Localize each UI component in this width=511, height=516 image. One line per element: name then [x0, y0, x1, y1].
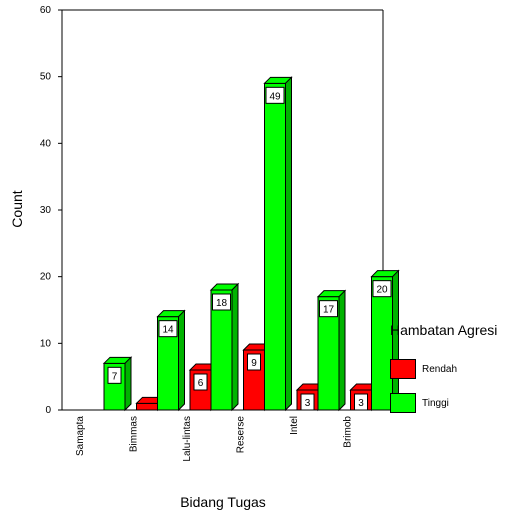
- bar-side-tinggi-intel: [338, 289, 346, 412]
- legend-label-tinggi: Tinggi: [422, 397, 449, 409]
- legend-item-tinggi: Tinggi: [390, 392, 511, 414]
- y-tick-label: 0: [45, 405, 51, 416]
- data-label-rendah-intel: 3: [305, 398, 311, 409]
- bar-side-tinggi-samapta: [124, 356, 132, 412]
- data-label-box-tinggi-lalu-lintas: [212, 293, 231, 311]
- data-label-box-tinggi-samapta: [107, 366, 122, 384]
- x-tick-label-samapta: Samapta: [75, 416, 86, 456]
- x-tick-label-lalu-lintas: Lalu-lintas: [182, 416, 193, 462]
- legend: Hambatan Agresi Rendah Tinggi: [390, 322, 511, 426]
- x-axis-label: Bidang Tugas: [180, 494, 266, 510]
- data-label-box-rendah-lalu-lintas: [193, 373, 208, 391]
- bar-side-tinggi-reserse: [285, 76, 292, 412]
- data-label-box-rendah-intel: [300, 393, 315, 411]
- data-label-rendah-reserse: 9: [251, 358, 257, 369]
- data-label-tinggi-lalu-lintas: 18: [216, 298, 228, 309]
- y-tick-label: 30: [40, 205, 52, 216]
- y-tick-label: 50: [40, 72, 52, 83]
- legend-title: Hambatan Agresi: [390, 322, 498, 338]
- y-tick-label: 60: [40, 5, 52, 16]
- data-label-tinggi-reserse: 49: [269, 91, 281, 102]
- data-label-tinggi-bimmas: 14: [162, 325, 174, 336]
- data-label-box-tinggi-bimmas: [158, 320, 178, 338]
- x-tick-label-intel: Intel: [289, 416, 300, 435]
- y-tick-label: 20: [40, 272, 52, 283]
- data-label-box-tinggi-reserse: [265, 86, 285, 104]
- legend-swatch-rendah: [390, 359, 416, 379]
- data-label-box-tinggi-brimob: [372, 280, 392, 298]
- data-label-box-rendah-reserse: [247, 353, 261, 371]
- data-label-tinggi-samapta: 7: [112, 371, 118, 382]
- data-label-rendah-brimob: 3: [358, 398, 364, 409]
- bar-side-tinggi-bimmas: [178, 309, 185, 412]
- data-label-box-rendah-brimob: [354, 393, 368, 411]
- legend-item-rendah: Rendah: [390, 358, 511, 380]
- x-tick-label-bimmas: Bimmas: [128, 416, 139, 452]
- y-axis-label: Count: [9, 190, 25, 227]
- data-label-tinggi-brimob: 20: [376, 285, 388, 296]
- data-label-box-tinggi-intel: [319, 300, 338, 318]
- bar-side-tinggi-lalu-lintas: [231, 282, 239, 412]
- bar-rendah-bimmas: [136, 402, 158, 411]
- data-label-rendah-lalu-lintas: 6: [198, 378, 204, 389]
- x-tick-label-reserse: Reserse: [235, 416, 246, 454]
- y-tick-label: 40: [40, 138, 52, 149]
- legend-label-rendah: Rendah: [422, 363, 458, 375]
- x-tick-label-brimob: Brimob: [342, 416, 353, 448]
- data-label-tinggi-intel: 17: [323, 305, 335, 316]
- y-tick-label: 10: [40, 338, 52, 349]
- bar-tinggi-reserse: [264, 82, 286, 411]
- legend-swatch-tinggi: [390, 393, 416, 413]
